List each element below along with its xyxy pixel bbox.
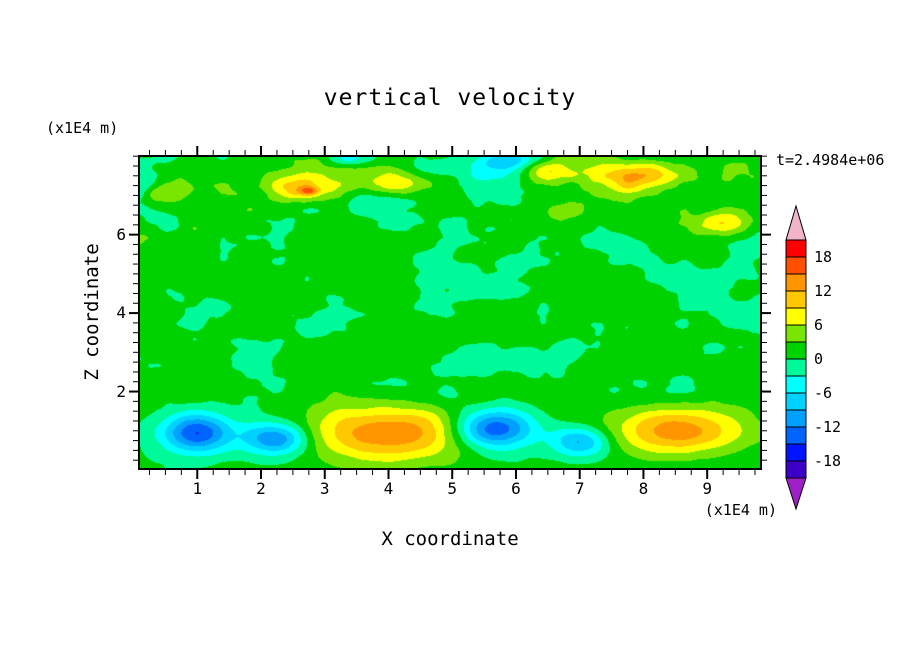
colorbar-band [785,409,807,428]
colorbar-band [785,239,807,258]
plot-border [138,155,762,470]
x-tick-label: 6 [511,479,521,498]
x-axis-label: X coordinate [381,528,519,550]
contour-field-canvas [138,155,762,470]
colorbar-tick-label: 18 [814,248,832,266]
colorbar-band [785,307,807,326]
colorbar-band [785,324,807,343]
colorbar-band [785,443,807,462]
colorbar-tick-label: 0 [814,350,823,368]
colorbar-band [785,273,807,292]
colorbar-tick-label: 12 [814,282,832,300]
x-tick-label: 3 [319,479,330,498]
x-axis-unit: (x1E4 m) [704,501,777,519]
colorbar-tick-label: 6 [814,316,823,334]
colorbar-band [785,256,807,275]
chart-title: vertical velocity [323,85,577,111]
x-tick-label: 7 [574,479,585,498]
colorbar-band [785,341,807,360]
colorbar-tick-label: -18 [814,452,841,470]
x-tick-label: 2 [256,479,266,498]
time-annotation: t=2.4984e+06 [776,151,885,169]
x-tick-label: 4 [383,479,394,498]
x-tick-label: 8 [638,479,649,498]
colorbar-band [785,426,807,445]
y-axis-unit: (x1E4 m) [46,119,119,137]
x-tick-label: 5 [447,479,458,498]
colorbar-tick-label: -6 [814,384,832,402]
plot-frame [129,146,771,479]
colorbar-band [785,358,807,377]
colorbar-band [785,392,807,411]
colorbar-under-arrow [785,477,807,511]
x-tick-label: 9 [702,479,712,498]
x-tick-label: 1 [192,479,203,498]
colorbar-over-arrow [785,204,807,241]
y-tick-label: 6 [116,224,126,244]
y-tick-label: 2 [116,381,126,401]
colorbar-band [785,375,807,394]
colorbar-band [785,460,807,479]
colorbar-band [785,290,807,309]
colorbar: 18 12 6 0 -6 -12 -18 [785,204,841,511]
colorbar-tick-label: -12 [814,418,841,436]
y-tick-label: 4 [116,303,126,323]
contour-plot-area [129,146,771,479]
